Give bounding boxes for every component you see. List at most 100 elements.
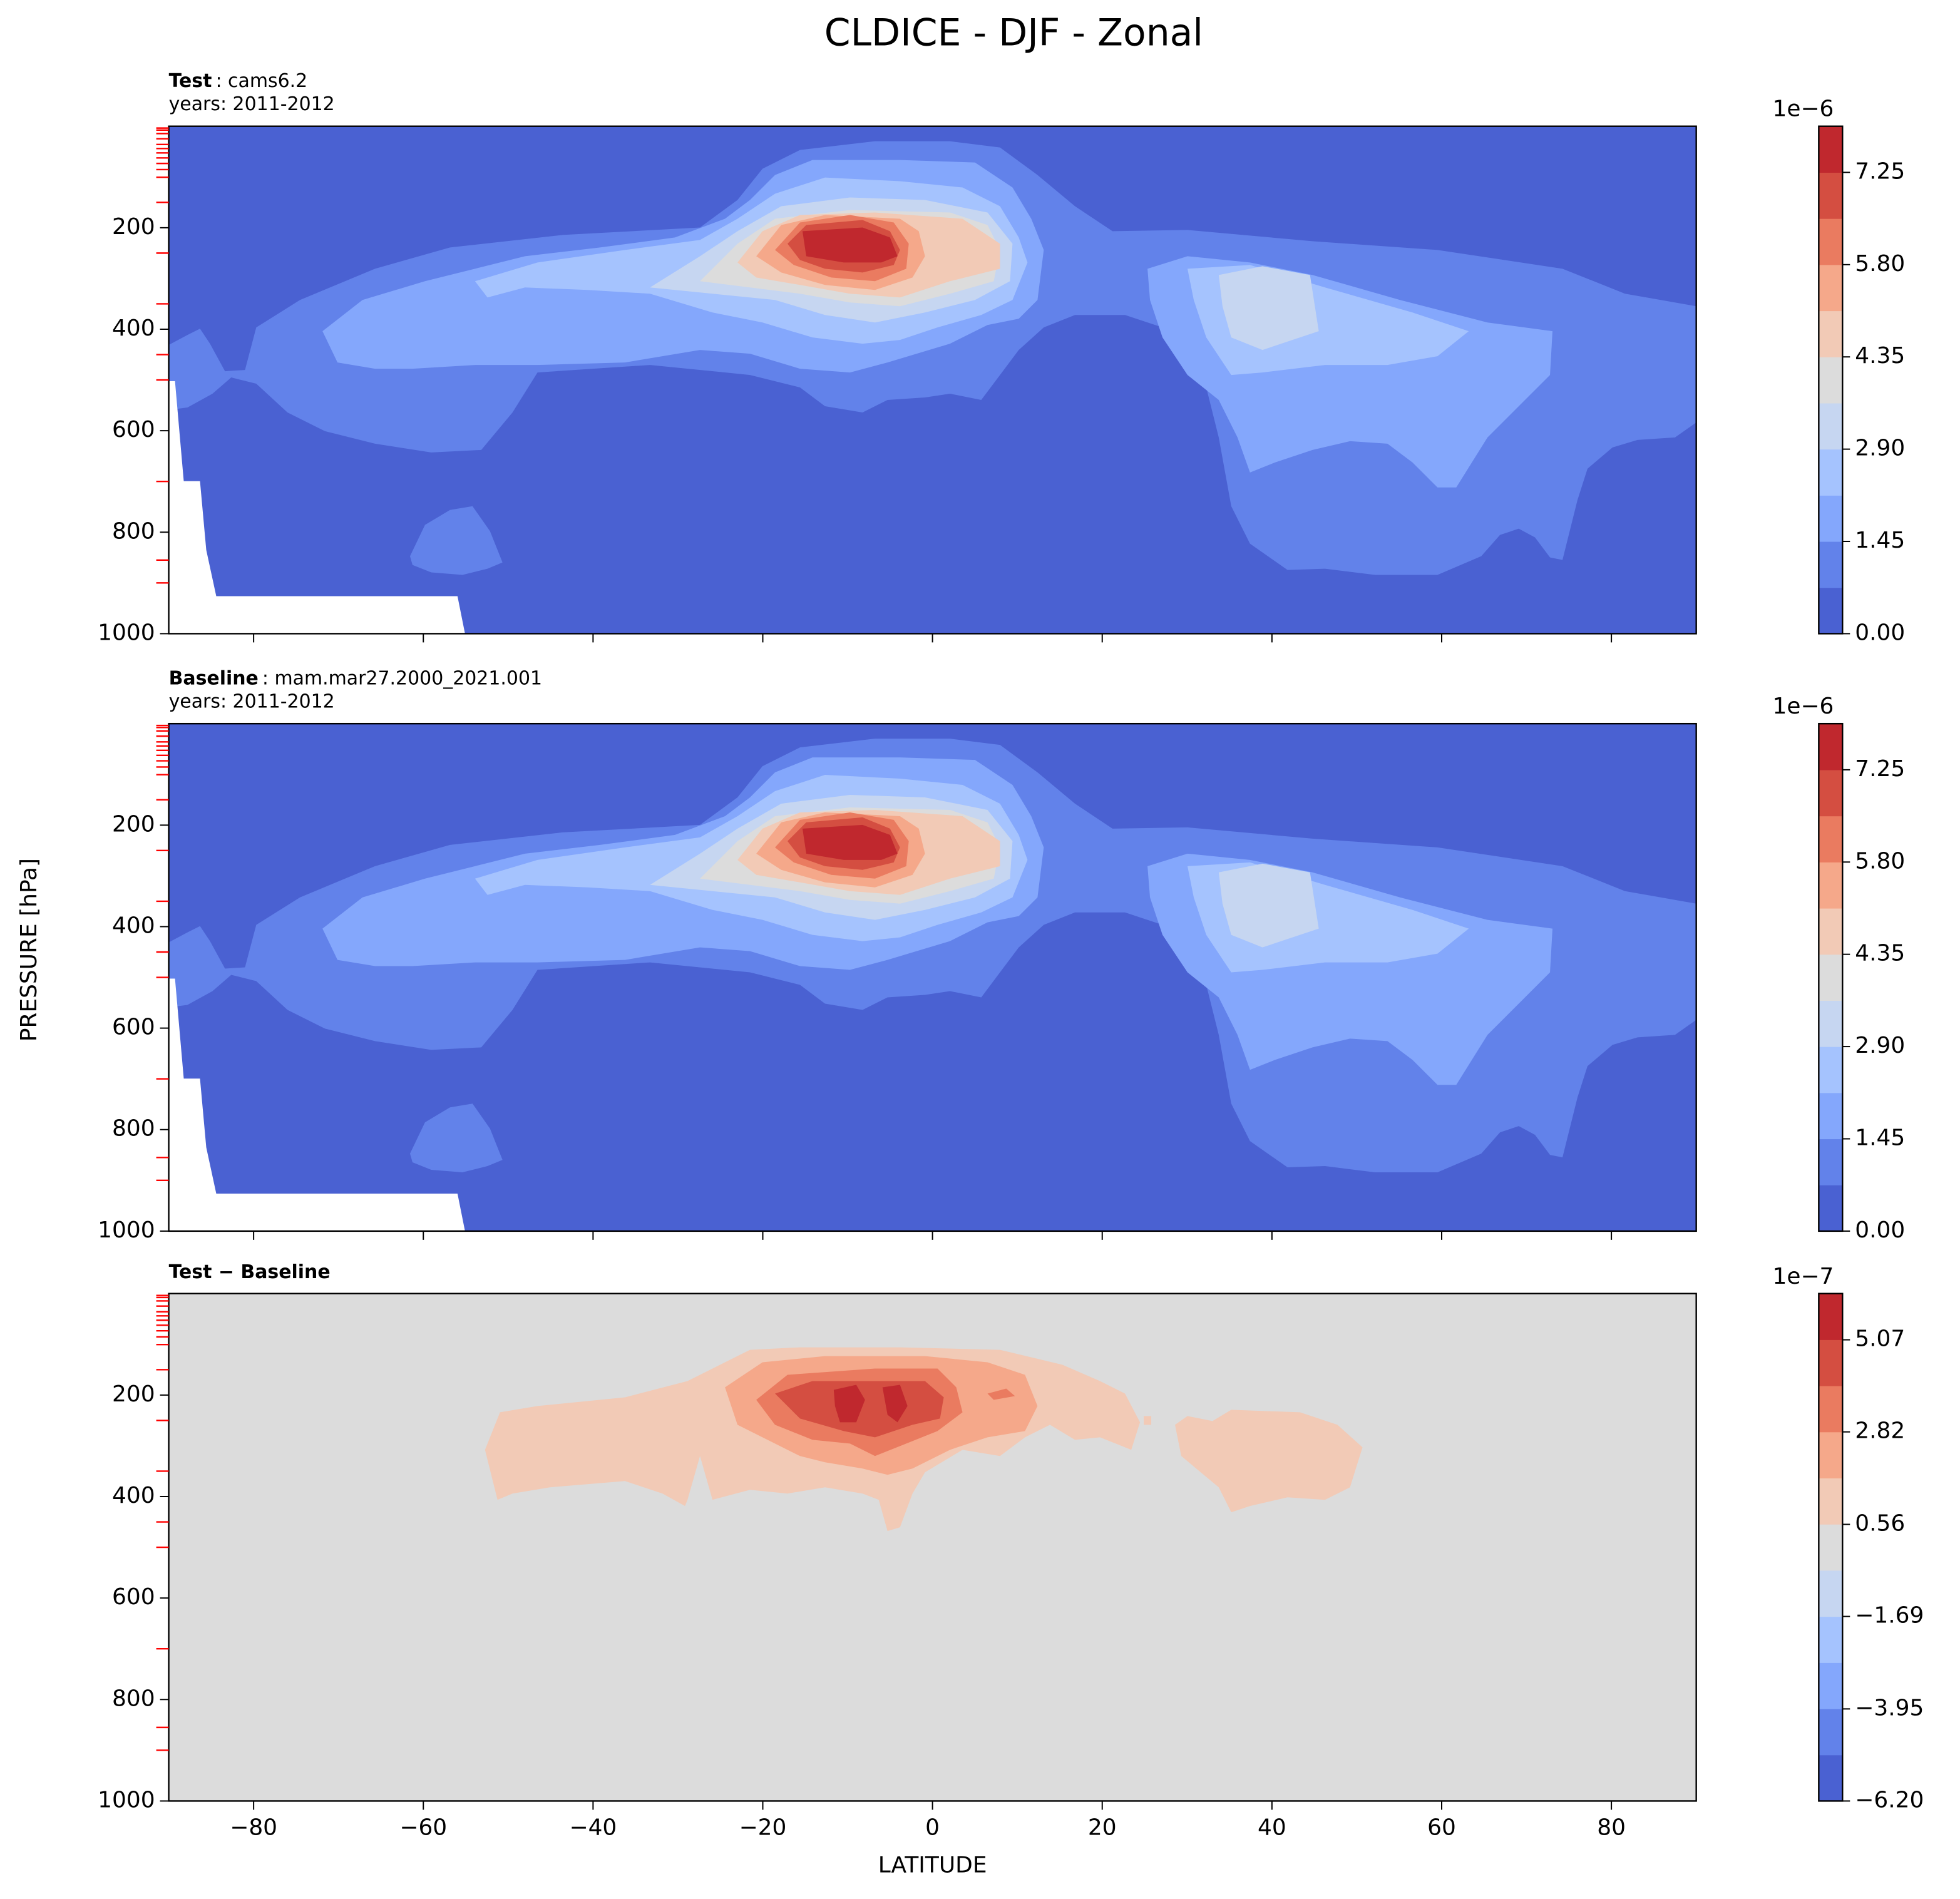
colorbar-tick-label: 5.80: [1855, 848, 1905, 874]
y-tick-label: 200: [112, 214, 155, 240]
colorbar-band: [1819, 1708, 1843, 1756]
y-axis-label: PRESSURE [hPa]: [16, 858, 42, 1042]
colorbar-band: [1819, 1047, 1843, 1093]
colorbar-band: [1819, 954, 1843, 1001]
y-tick-label: 200: [112, 811, 155, 837]
colorbar-tick-label: 4.35: [1855, 343, 1905, 369]
colorbar-tick-label: −3.95: [1855, 1695, 1924, 1721]
y-tick-label: 400: [112, 1483, 155, 1508]
y-tick-label: 600: [112, 417, 155, 443]
colorbar-band: [1819, 587, 1843, 635]
contour-plot: [168, 1293, 1696, 1801]
contour-band: [1218, 266, 1319, 351]
figure-title: CLDICE - DJF - Zonal: [824, 11, 1203, 55]
colorbar-band: [1819, 1524, 1843, 1571]
x-tick-label: 80: [1597, 1815, 1626, 1840]
colorbar-band: [1819, 1293, 1843, 1340]
colorbar-band: [1819, 1431, 1843, 1479]
colorbar-tick-label: −1.69: [1855, 1603, 1924, 1629]
y-tick-label: 600: [112, 1015, 155, 1040]
colorbar-band: [1819, 908, 1843, 955]
y-tick-label: 200: [112, 1381, 155, 1407]
colorbar-band: [1819, 1570, 1843, 1617]
colorbar-band: [1819, 1478, 1843, 1525]
colorbar-band: [1819, 218, 1843, 265]
contour-band: [1144, 1416, 1152, 1425]
x-tick-label: 0: [925, 1815, 940, 1840]
panel-title-bold: Baseline: [169, 667, 259, 689]
colorbar-offset: 1e−6: [1772, 694, 1834, 719]
y-tick-label: 800: [112, 518, 155, 544]
colorbar-frame: [1818, 722, 1844, 1232]
colorbar-band: [1819, 1616, 1843, 1663]
contour-band: [987, 1388, 1015, 1400]
colorbar-band: [1819, 402, 1843, 450]
colorbar-band: [1819, 1339, 1843, 1386]
x-tick-label: −80: [230, 1815, 277, 1840]
contour-plot: [168, 126, 1696, 634]
panel-subtitle: years: 2011-2012: [169, 93, 335, 115]
x-tick-label: 60: [1427, 1815, 1456, 1840]
colorbar-offset: 1e−6: [1772, 96, 1834, 122]
colorbar-frame: [1818, 1292, 1844, 1802]
y-tick-label: 800: [112, 1116, 155, 1142]
contour-band: [802, 824, 898, 860]
colorbar-tick-label: 2.82: [1855, 1418, 1905, 1444]
colorbar-band: [1819, 126, 1843, 173]
y-tick-label: 800: [112, 1686, 155, 1711]
contour-band: [409, 506, 503, 575]
colorbar-tick-label: 7.25: [1855, 756, 1905, 782]
colorbar-tick-label: 0.56: [1855, 1510, 1905, 1536]
colorbar-band: [1819, 1662, 1843, 1709]
colorbar-tick-label: 1.45: [1855, 528, 1905, 553]
y-tick-label: 1000: [98, 1787, 155, 1813]
contour-band: [1218, 863, 1319, 948]
y-tick-label: 1000: [98, 620, 155, 645]
contour-band: [409, 1103, 503, 1173]
x-tick-label: −60: [399, 1815, 447, 1840]
colorbar-offset: 1e−7: [1772, 1264, 1834, 1289]
panel-title: Test − Baseline: [169, 1261, 331, 1282]
colorbar-band: [1819, 1185, 1843, 1232]
missing-data: [168, 978, 465, 1231]
colorbar-band: [1819, 357, 1843, 404]
y-tick-label: 600: [112, 1584, 155, 1610]
contour-band: [802, 227, 898, 263]
missing-data: [168, 381, 465, 634]
y-tick-label: 1000: [98, 1217, 155, 1243]
contour-band: [833, 1385, 865, 1423]
colorbar-band: [1819, 172, 1843, 219]
contour-band: [1175, 1410, 1363, 1513]
colorbar-tick-label: 2.90: [1855, 1033, 1905, 1058]
panel-title-text: : mam.mar27.2000_2021.001: [262, 667, 542, 689]
colorbar-band: [1819, 1754, 1843, 1802]
x-tick-label: −20: [739, 1815, 787, 1840]
colorbar-tick-label: −6.20: [1855, 1787, 1924, 1813]
x-tick-label: 40: [1258, 1815, 1286, 1840]
contour-band: [168, 739, 1696, 1173]
contour-band: [168, 141, 1696, 575]
colorbar-frame: [1818, 125, 1844, 635]
colorbar-band: [1819, 449, 1843, 496]
colorbar-tick-label: 0.00: [1855, 1217, 1905, 1243]
colorbar-band: [1819, 1000, 1843, 1047]
y-tick-label: 400: [112, 315, 155, 341]
panel-title-bold: Test: [169, 69, 212, 91]
panel-title: Test: cams6.2: [169, 69, 308, 91]
panel-title-bold: Test − Baseline: [169, 1261, 331, 1282]
colorbar-tick-label: 2.90: [1855, 436, 1905, 461]
panel-title-text: : cams6.2: [215, 69, 307, 91]
colorbar-band: [1819, 495, 1843, 542]
panel-subtitle: years: 2011-2012: [169, 691, 335, 713]
y-tick-label: 400: [112, 913, 155, 938]
colorbar-band: [1819, 310, 1843, 357]
colorbar-tick-label: 5.07: [1855, 1326, 1905, 1352]
contour-plot: [168, 724, 1696, 1231]
colorbar-tick-label: 7.25: [1855, 158, 1905, 184]
colorbar-tick-label: 4.35: [1855, 941, 1905, 966]
colorbar-tick-label: 1.45: [1855, 1125, 1905, 1150]
x-tick-label: −40: [569, 1815, 617, 1840]
colorbar-tick-label: 5.80: [1855, 251, 1905, 277]
colorbar-band: [1819, 724, 1843, 770]
